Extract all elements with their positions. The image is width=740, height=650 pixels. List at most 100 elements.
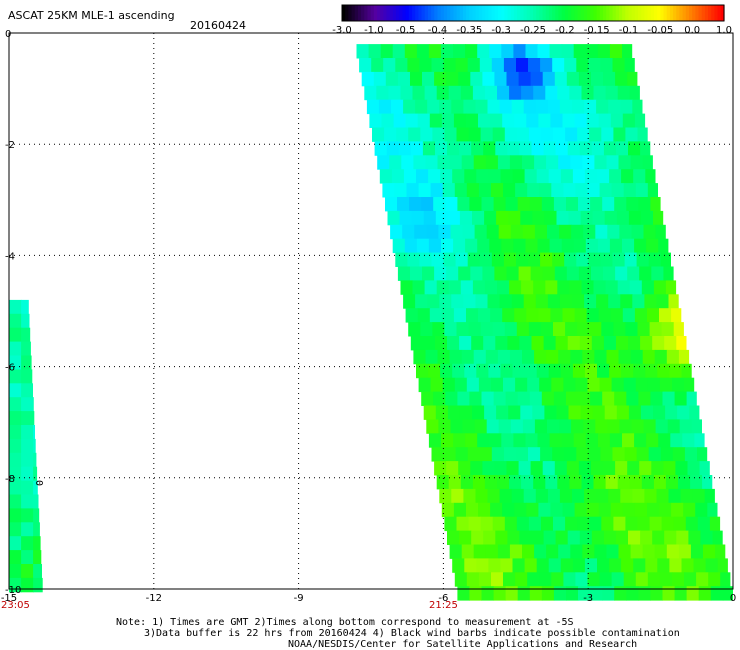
heatmap-cell [390,224,403,240]
heatmap-cell [491,183,504,198]
heatmap-cell [552,447,565,462]
heatmap-cell [542,461,556,476]
heatmap-cell [492,516,506,532]
heatmap-cell [529,586,543,601]
heatmap-cell [412,85,426,101]
heatmap-cell [432,322,445,337]
heatmap-cell [609,238,623,254]
colorbar-swatch [647,5,652,21]
heatmap-cell [505,391,519,406]
heatmap-cell [413,155,426,170]
heatmap-cell [9,452,22,468]
heatmap-cell [374,141,388,156]
heatmap-cell [526,502,539,518]
heatmap-cell [558,349,571,365]
heatmap-cell [33,411,35,426]
heatmap-cell [522,419,536,434]
heatmap-cell [376,85,389,101]
heatmap-cell [9,550,22,565]
heatmap-cell [640,405,654,420]
heatmap-cell [404,44,418,59]
heatmap-cell [599,377,613,393]
colorbar-swatch [431,5,435,21]
heatmap-cell [582,155,595,170]
heatmap-cell [428,238,442,254]
heatmap-cell [487,488,501,504]
heatmap-cell [458,266,471,281]
heatmap-cell [428,169,441,184]
heatmap-cell [613,516,626,532]
heatmap-cell [466,572,480,587]
heatmap-cell [591,141,605,156]
colorbar-swatch [663,5,668,21]
heatmap-cell [579,336,593,351]
heatmap-cell [584,169,598,184]
heatmap-cell [559,488,573,504]
colorbar-swatch [536,5,540,21]
heatmap-cell [544,405,557,420]
heatmap-cell [528,447,541,462]
heatmap-cell [9,411,22,426]
heatmap-cell [21,383,33,398]
heatmap-cell [660,252,671,267]
heatmap-cell [495,336,508,351]
heatmap-cell [483,336,496,351]
colorbar-swatch [494,5,499,21]
heatmap-cell [587,377,601,393]
colorbar-swatch [386,5,391,21]
heatmap-cell [471,336,484,351]
colorbar-swatch [462,5,467,21]
heatmap-cell [515,183,528,198]
heatmap-cell [33,550,42,565]
heatmap-cell [581,280,595,295]
heatmap-cell [610,113,624,128]
heatmap-cell [568,405,582,420]
heatmap-cell [634,308,648,323]
heatmap-cell [451,99,464,115]
heatmap-cell [432,127,445,142]
heatmap-cell [552,58,565,73]
heatmap-cell [585,44,599,59]
heatmap-cell [651,266,664,281]
heatmap-cell [560,363,574,379]
heatmap-cell [439,99,452,115]
heatmap-cell [593,280,607,295]
colorbar-swatch [450,5,455,21]
heatmap-cell [619,224,632,240]
colorbar-tick-label: -0.05 [647,25,673,36]
heatmap-cell [428,363,441,379]
heatmap-cell [574,502,588,518]
heatmap-cell [494,71,507,87]
heatmap-cell [546,544,559,559]
heatmap-cell [491,572,504,587]
colorbar-swatch [342,5,346,21]
heatmap-cell [477,44,490,59]
heatmap-cell [548,169,562,184]
heatmap-cell [435,336,448,351]
heatmap-cell [609,169,622,184]
heatmap-cell [698,586,712,601]
heatmap-cell [659,308,672,323]
colorbar-swatch [437,5,442,21]
heatmap-cell [571,224,584,240]
colorbar-swatch [392,5,397,21]
heatmap-cell [546,155,559,170]
heatmap-cell [628,530,641,545]
heatmap-cell [449,155,463,170]
heatmap-cell [636,252,650,267]
heatmap-cell [675,461,688,476]
colorbar-swatch [638,5,642,21]
heatmap-cell [461,155,475,170]
heatmap-cell [493,391,507,406]
heatmap-cell [709,516,721,532]
heatmap-cell [452,363,465,379]
heatmap-cell [33,452,37,468]
heatmap-cell [486,224,500,240]
heatmap-cell [477,238,490,254]
heatmap-cell [436,475,450,490]
heatmap-cell [541,322,554,337]
heatmap-cell [472,475,486,490]
heatmap-cell [21,466,34,482]
heatmap-cell [400,85,414,101]
heatmap-cell [454,572,468,587]
